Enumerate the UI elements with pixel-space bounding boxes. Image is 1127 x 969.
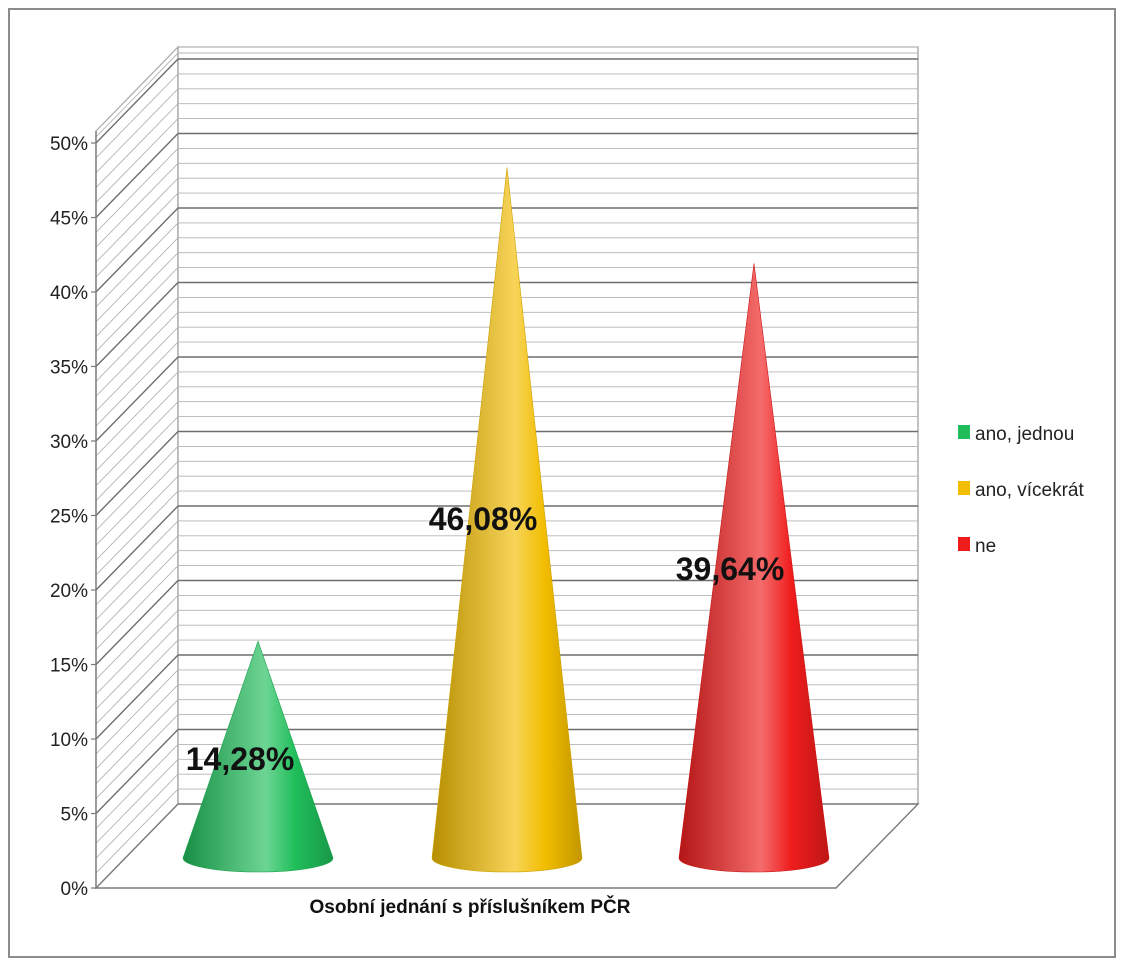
y-tick-label: 40%: [50, 283, 88, 304]
gridline-diagonal: [95, 580, 179, 665]
gridline-diagonal: [95, 282, 179, 367]
y-axis-ticks: 0% 5% 10% 15% 20% 25% 30% 35% 40% 45% 50%: [50, 131, 97, 900]
gridline-diagonal: [95, 103, 179, 189]
gridline-diagonal: [95, 267, 179, 352]
gridline-diagonal: [95, 490, 179, 576]
gridline-diagonal: [95, 222, 179, 308]
gridline-diagonal: [95, 535, 179, 621]
gridline-diagonal: [95, 758, 179, 844]
gridline-diagonal: [95, 252, 179, 338]
y-tick-label: 20%: [50, 581, 88, 602]
gridline-diagonal: [95, 744, 179, 829]
gridline-diagonal: [95, 148, 179, 233]
gridline-diagonal: [95, 684, 179, 770]
gridline-diagonal: [95, 297, 179, 382]
gridline-diagonal: [95, 237, 179, 323]
gridline-diagonal: [95, 654, 179, 740]
y-tick-label: 45%: [50, 209, 88, 230]
gridline-diagonal: [95, 341, 179, 427]
data-label-3: 39,64%: [676, 551, 785, 587]
data-labels: 14,28% 46,08% 39,64%: [186, 501, 785, 777]
legend-label-2: ano, vícekrát: [975, 480, 1084, 501]
y-tick-label: 0%: [61, 879, 89, 900]
gridline-diagonal: [95, 133, 179, 218]
y-tick-label: 30%: [50, 432, 88, 453]
gridline-diagonal: [95, 207, 179, 293]
y-tick-label: 35%: [50, 358, 88, 379]
gridline-diagonal: [95, 46, 179, 132]
legend: ano, jednou ano, vícekrát ne: [958, 424, 1084, 557]
gridline-diagonal: [95, 714, 179, 799]
gridline-diagonal: [95, 58, 179, 144]
gridline-diagonal: [95, 460, 179, 546]
gridline-diagonal: [95, 565, 179, 650]
gridline-diagonal: [95, 431, 179, 516]
legend-swatch-2: [958, 481, 970, 495]
gridline-diagonal: [95, 475, 179, 561]
y-tick-label: 15%: [50, 656, 88, 677]
gridline-diagonal: [95, 73, 179, 159]
gridline-diagonal: [95, 311, 179, 397]
gridline-diagonal: [95, 609, 179, 695]
gridline-diagonal: [95, 118, 179, 203]
data-label-2: 46,08%: [429, 501, 538, 537]
gridline-diagonal: [95, 550, 179, 636]
gridline-diagonal: [95, 773, 179, 859]
left-wall: [95, 45, 179, 890]
legend-label-3: ne: [975, 536, 996, 557]
gridline-diagonal: [95, 520, 179, 606]
data-label-1: 14,28%: [186, 741, 295, 777]
gridline-diagonal: [95, 729, 179, 814]
gridline-diagonal: [95, 416, 179, 501]
y-tick-label: 10%: [50, 730, 88, 751]
gridline-diagonal: [95, 401, 179, 487]
cone-1: [182, 640, 334, 873]
gridline-diagonal: [95, 52, 179, 138]
y-tick-label: 50%: [50, 134, 88, 155]
gridline-diagonal: [95, 595, 179, 680]
y-tick-label: 5%: [61, 805, 89, 826]
legend-label-1: ano, jednou: [975, 424, 1074, 445]
gridline-diagonal: [95, 788, 179, 874]
gridline-diagonal: [95, 505, 179, 591]
gridline-diagonal: [95, 639, 179, 725]
cone-3: [678, 263, 830, 873]
gridline-diagonal: [95, 669, 179, 755]
gridline-diagonal: [95, 386, 179, 472]
x-axis-label: Osobní jednání s příslušníkem PČR: [310, 896, 631, 918]
y-tick-label: 25%: [50, 507, 88, 528]
gridline-diagonal: [95, 326, 179, 412]
gridline-diagonal: [95, 699, 179, 785]
gridline-diagonal: [95, 446, 179, 531]
cone-2: [431, 167, 583, 873]
gridline-diagonal: [95, 624, 179, 710]
gridline-diagonal: [95, 192, 179, 278]
gridline-diagonal: [95, 177, 179, 263]
gridline-diagonal: [95, 88, 179, 174]
gridline-diagonal: [95, 371, 179, 457]
legend-swatch-1: [958, 425, 970, 439]
gridline-diagonal: [95, 356, 179, 442]
cones: [182, 167, 830, 873]
legend-swatch-3: [958, 537, 970, 551]
gridline-diagonal: [95, 162, 179, 248]
